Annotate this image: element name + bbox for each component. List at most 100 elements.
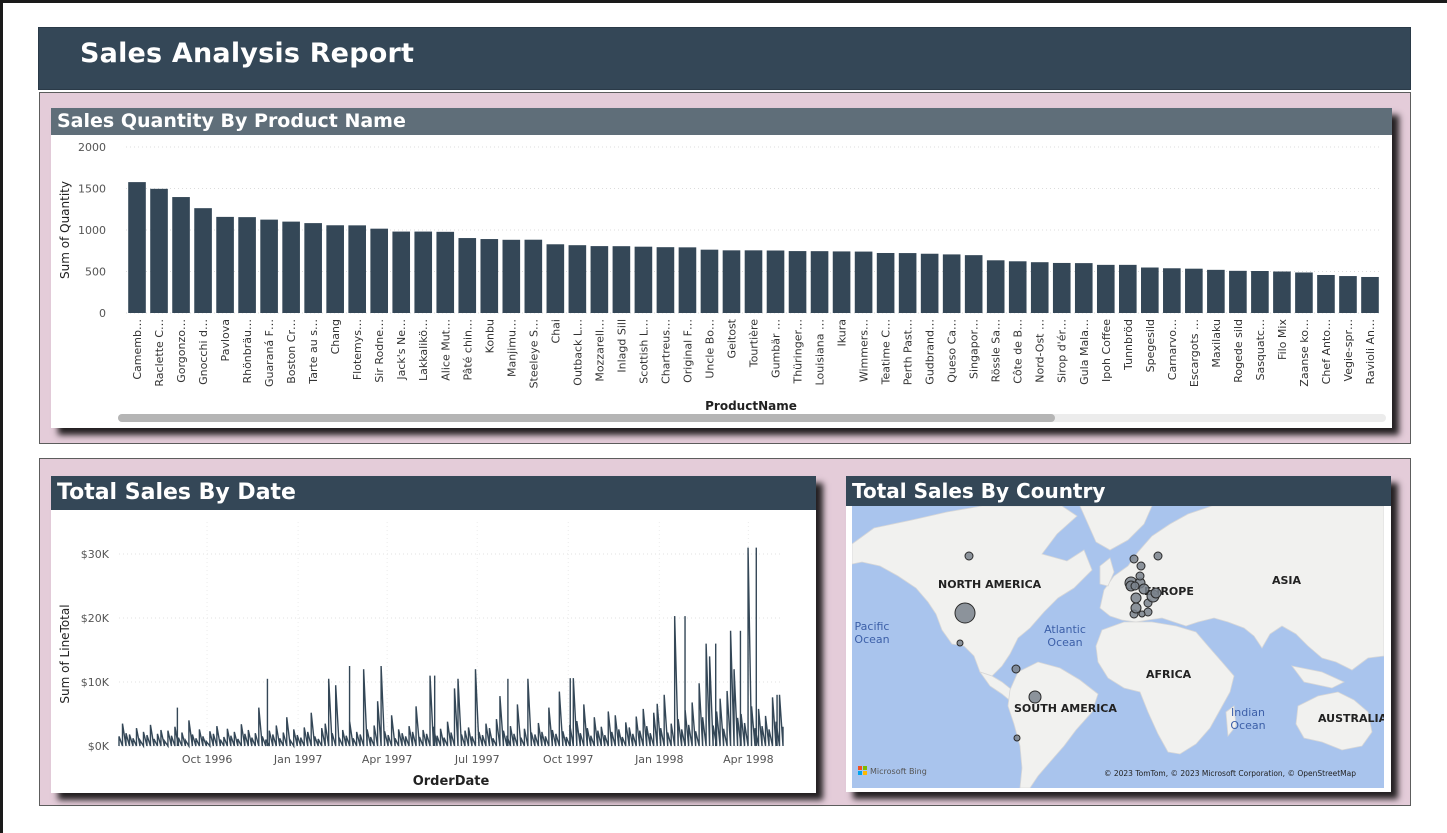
bar[interactable] — [876, 252, 895, 313]
y-tick-label: 1500 — [78, 183, 106, 196]
bar[interactable] — [612, 246, 631, 313]
window-frame-left — [0, 0, 3, 833]
bar[interactable] — [128, 182, 146, 313]
bar[interactable] — [1074, 263, 1093, 313]
bar[interactable] — [348, 225, 366, 313]
sales-bubble[interactable] — [1138, 610, 1146, 618]
bar[interactable] — [194, 208, 212, 313]
scrollbar-thumb[interactable] — [118, 414, 1055, 422]
map-label-africa: AFRICA — [1146, 668, 1192, 681]
bar[interactable] — [480, 239, 499, 313]
bar[interactable] — [326, 225, 344, 313]
bar[interactable] — [854, 251, 873, 313]
sales-bubble[interactable] — [1130, 602, 1142, 614]
bar[interactable] — [304, 223, 322, 313]
sales-quantity-bar-chart[interactable]: 0 500 1000 1500 2000 Sum of Quantity Camemb… Ra… — [51, 135, 1392, 428]
bar[interactable] — [832, 251, 851, 313]
x-tick-label: Zaanse ko… — [1298, 319, 1311, 387]
sales-bubble[interactable] — [1028, 690, 1042, 704]
bar[interactable] — [766, 250, 785, 313]
bar[interactable] — [150, 188, 168, 313]
bar[interactable] — [1339, 276, 1357, 313]
bar[interactable] — [1141, 267, 1159, 313]
world-map[interactable]: NORTH AMERICA EUROPE ASIA AFRICA SOUTH A… — [852, 506, 1384, 788]
bar[interactable] — [920, 253, 939, 313]
bar[interactable] — [634, 246, 653, 313]
sales-line-series[interactable] — [118, 547, 784, 749]
bar[interactable] — [1052, 262, 1071, 313]
sales-bubble[interactable] — [956, 639, 964, 647]
y-tick-label: $30K — [81, 548, 110, 561]
bar[interactable] — [1163, 268, 1181, 313]
bar[interactable] — [810, 251, 829, 313]
sales-bubble[interactable] — [1150, 587, 1162, 599]
bar[interactable] — [656, 247, 675, 313]
sales-bubble[interactable] — [1138, 583, 1150, 595]
x-tick-label: Chang — [329, 319, 342, 354]
bing-brand-text: Microsoft Bing — [870, 767, 927, 776]
y-tick-label: 2000 — [78, 141, 106, 154]
bar[interactable] — [1273, 271, 1291, 314]
bar[interactable] — [678, 247, 697, 313]
sales-quantity-card[interactable]: Sales Quantity By Product Name 0 500 1000 1… — [51, 108, 1392, 428]
bar[interactable] — [590, 246, 609, 313]
bar[interactable] — [1229, 270, 1247, 313]
y-tick-label: 500 — [85, 266, 106, 279]
total-sales-by-country-card[interactable]: Total Sales By Country NORTH AM — [846, 476, 1391, 792]
bar[interactable] — [568, 245, 587, 313]
x-tick-label: Nord-Ost … — [1034, 319, 1047, 383]
bar[interactable] — [502, 239, 521, 313]
bar[interactable] — [414, 231, 433, 313]
bar[interactable] — [1317, 274, 1335, 313]
bar[interactable] — [370, 228, 389, 313]
bar[interactable] — [1096, 264, 1115, 313]
sales-bubble[interactable] — [1013, 734, 1021, 742]
bar[interactable] — [260, 219, 278, 313]
ocean-label: Atlantic Ocean — [1044, 623, 1086, 649]
total-sales-by-date-card[interactable]: Total Sales By Date $0K $10K $20K $30K Oct 1… — [51, 476, 816, 793]
land-uk — [1099, 557, 1115, 587]
sales-bubble[interactable] — [1129, 554, 1139, 564]
x-tick-label: Lakkalikö… — [417, 319, 430, 381]
sales-bubble[interactable] — [954, 602, 976, 624]
bar[interactable] — [392, 231, 411, 313]
bar[interactable] — [216, 216, 234, 313]
bar[interactable] — [172, 197, 190, 313]
bar[interactable] — [546, 244, 565, 313]
bar[interactable] — [436, 231, 455, 313]
bar[interactable] — [1118, 264, 1137, 313]
bar[interactable] — [282, 221, 300, 313]
bar[interactable] — [1361, 276, 1379, 313]
bar[interactable] — [458, 238, 477, 313]
bar[interactable] — [964, 255, 983, 313]
y-axis-label: Sum of Quantity — [58, 181, 72, 279]
y-axis-label: Sum of LineTotal — [58, 604, 72, 703]
sales-bubble[interactable] — [1136, 561, 1146, 571]
bar[interactable] — [1008, 261, 1027, 313]
total-sales-by-date-chart[interactable]: $0K $10K $20K $30K Oct 1996 Jan 1997 Apr 1997 J… — [51, 510, 816, 793]
sales-bubble[interactable] — [1130, 581, 1140, 591]
bar[interactable] — [1185, 268, 1203, 313]
bar[interactable] — [744, 250, 763, 313]
bar[interactable] — [1030, 262, 1049, 313]
bar[interactable] — [788, 251, 807, 313]
sales-bubble[interactable] — [1011, 664, 1021, 674]
x-tick-label: Singapor… — [968, 319, 981, 379]
bar[interactable] — [700, 249, 719, 313]
sales-bubble[interactable] — [1130, 592, 1142, 604]
map-attribution[interactable]: © 2023 TomTom, © 2023 Microsoft Corporat… — [1104, 769, 1356, 778]
bar[interactable] — [238, 217, 256, 313]
sales-bubble[interactable] — [1135, 571, 1145, 581]
bar[interactable] — [524, 239, 543, 313]
sales-bubble[interactable] — [964, 551, 974, 561]
y-tick-label: 1000 — [78, 224, 106, 237]
bar[interactable] — [722, 250, 741, 313]
x-tick-label: Sir Rodne… — [373, 319, 386, 383]
bar[interactable] — [942, 254, 961, 313]
bar[interactable] — [898, 253, 917, 313]
bar[interactable] — [986, 260, 1005, 313]
bar[interactable] — [1295, 272, 1313, 313]
bar[interactable] — [1251, 271, 1269, 313]
bar[interactable] — [1207, 269, 1225, 313]
sales-bubble[interactable] — [1153, 551, 1163, 561]
